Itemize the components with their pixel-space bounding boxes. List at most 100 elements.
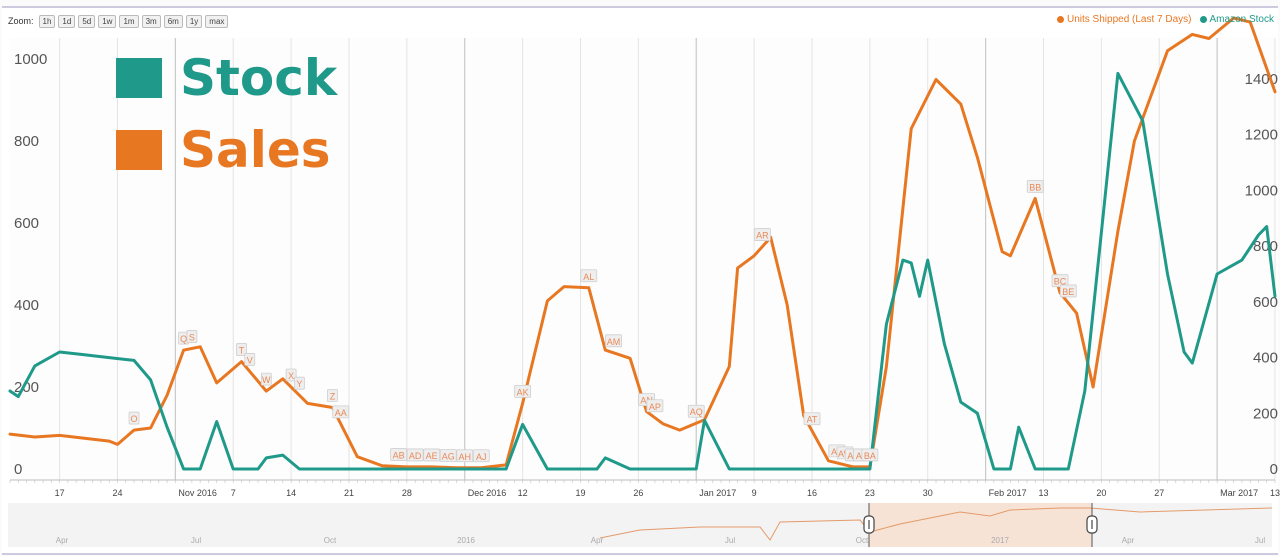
zoom-1h-button[interactable]: 1h (38, 14, 56, 28)
navigator-label: Oct (324, 536, 337, 545)
zoom-6m-button[interactable]: 6m (163, 14, 183, 28)
zoom-label: Zoom: (8, 16, 34, 26)
annotation-label: BA (864, 451, 876, 461)
overlay-label-sales: Sales (180, 121, 331, 179)
annotation-label: T (239, 346, 245, 356)
annotation-label: AQ (690, 407, 703, 417)
annotation-flag (472, 449, 490, 463)
annotation-flag (687, 404, 705, 418)
annotation-flag (456, 449, 474, 463)
annotation-label: AM (607, 337, 621, 347)
annotation-flag (285, 368, 297, 382)
zoom-1y-button[interactable]: 1y (185, 14, 203, 28)
annotation-label: BC (1054, 277, 1067, 287)
x-tick-label: Feb 2017 (989, 488, 1027, 498)
x-tick-label: 9 (752, 488, 757, 498)
annotation-flag (803, 412, 821, 426)
sales-swatch (116, 130, 162, 170)
y-right-tick-label: 600 (1253, 294, 1278, 311)
x-tick-label: 23 (865, 488, 875, 498)
legend-item-stock[interactable]: Amazon Stock (1199, 14, 1274, 25)
overlay-label-stock: Stock (180, 49, 338, 107)
overlay-legend-stock: Stock (116, 42, 337, 114)
annotation-flag (605, 334, 622, 348)
x-tick-label: 30 (923, 488, 933, 498)
y-right-tick-label: 400 (1253, 350, 1278, 367)
navigator-label: Apr (591, 536, 604, 545)
chart-legend: Units Shipped (Last 7 Days) Amazon Stock (1057, 14, 1274, 25)
x-tick-label: 7 (231, 488, 236, 498)
y-left-tick-label: 400 (14, 297, 39, 314)
annotation-label: X (288, 371, 294, 381)
annotation-label: AE (426, 451, 438, 461)
annotation-flag (293, 376, 305, 390)
annotation-flag (423, 448, 441, 462)
navigator-label: 2017 (991, 536, 1009, 545)
annotation-flag (439, 449, 457, 462)
annotation-flag (753, 228, 771, 241)
zoom-1d-button[interactable]: 1d (58, 14, 76, 28)
navigator-series (599, 507, 1273, 541)
y-left-tick-label: 0 (14, 461, 22, 478)
x-tick-label: Jan 2017 (699, 488, 736, 498)
annotation-label: AG (442, 451, 455, 461)
annotation-label: BB (1029, 182, 1041, 192)
zoom-3m-button[interactable]: 3m (141, 14, 161, 28)
annotation-label: AD (409, 451, 422, 461)
annotation-flag (332, 405, 350, 419)
navigator-label: 2016 (457, 536, 475, 545)
y-right-tick-label: 200 (1253, 405, 1278, 422)
x-tick-label: 20 (1096, 488, 1106, 498)
annotation-label: Y (296, 379, 302, 389)
stock-line (8, 71, 1277, 471)
annotation-flag (186, 330, 198, 343)
annotation-flag (861, 448, 879, 462)
zoom-toolbar: Zoom: 1h 1d 5d 1w 1m 3m 6m 1y max (8, 14, 229, 28)
legend-label-sales: Units Shipped (Last 7 Days) (1067, 14, 1192, 25)
legend-item-sales[interactable]: Units Shipped (Last 7 Days) (1057, 14, 1192, 25)
x-tick-label: 13 (1270, 488, 1280, 498)
overlay-legend-sales: Sales (116, 114, 337, 186)
zoom-1m-button[interactable]: 1m (119, 14, 139, 28)
legend-label-stock: Amazon Stock (1209, 14, 1274, 25)
annotation-flag (406, 448, 424, 462)
annotation-label: AP (649, 402, 661, 412)
annotation-flag (327, 389, 338, 402)
navigator-label: Jul (725, 536, 735, 545)
zoom-max-button[interactable]: max (205, 14, 229, 28)
zoom-1w-button[interactable]: 1w (98, 14, 117, 28)
annotation-label: AT (807, 415, 818, 425)
zoom-5d-button[interactable]: 5d (78, 14, 96, 28)
x-tick-label: Nov 2016 (178, 488, 217, 498)
annotation-label: BE (1062, 287, 1074, 297)
annotation-label: Q (180, 334, 187, 344)
navigator-label: Jul (1255, 536, 1265, 545)
annotation-flag (580, 269, 598, 283)
y-left-tick-label: 800 (14, 133, 39, 150)
annotation-flag (1059, 284, 1077, 298)
annotation-label: AJ (476, 452, 487, 462)
overlay-legend: Stock Sales (116, 42, 337, 186)
annotation-flag (128, 411, 140, 425)
navigator-label: Jul (191, 536, 201, 545)
annotation-label: AA (335, 408, 347, 418)
x-tick-label: 21 (344, 488, 354, 498)
x-tick-label: 17 (55, 488, 65, 498)
stock-legend-dot (1199, 16, 1207, 23)
navigator-label: Apr (56, 536, 69, 545)
annotation-label: AB (393, 451, 405, 461)
y-right-tick-label: 1200 (1245, 127, 1278, 144)
x-tick-label: Mar 2017 (1220, 488, 1258, 498)
annotation-label: V (247, 355, 253, 365)
annotation-flag (514, 384, 532, 398)
annotation-label: O (131, 414, 138, 424)
y-left-tick-label: 600 (14, 215, 39, 232)
x-tick-label: 14 (286, 488, 296, 498)
annotation-label: AK (517, 387, 529, 397)
navigator-label: Apr (1122, 536, 1135, 545)
y-left-tick-label: 1000 (14, 51, 47, 68)
x-tick-label: Dec 2016 (468, 488, 507, 498)
navigator-label: Oct (856, 536, 869, 545)
x-tick-label: 26 (633, 488, 643, 498)
